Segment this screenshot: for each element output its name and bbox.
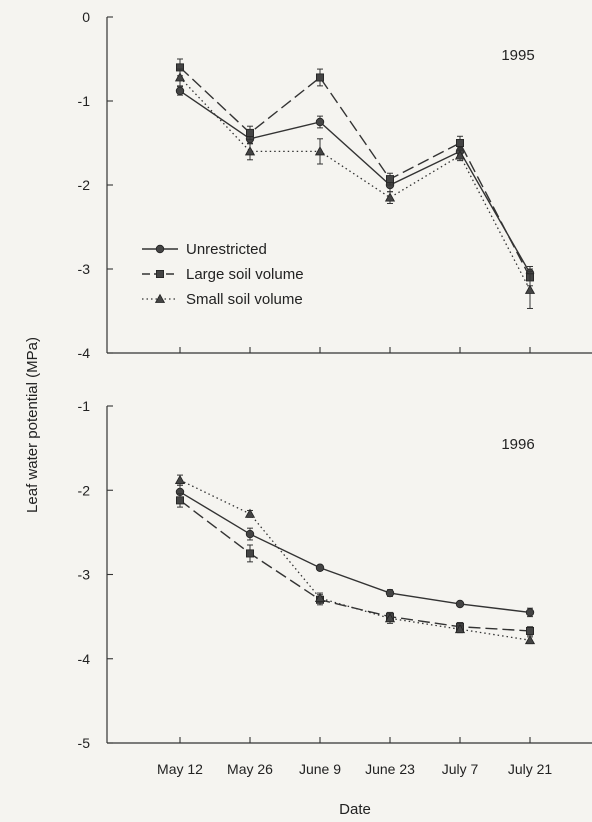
panel-1-y-tick-label: -3 bbox=[78, 261, 91, 277]
data-point bbox=[244, 508, 256, 518]
series-line bbox=[179, 90, 531, 274]
data-point bbox=[524, 284, 536, 294]
legend-label: Small soil volume bbox=[186, 291, 303, 308]
panel-2-y-tick-label: -3 bbox=[78, 567, 91, 583]
data-point bbox=[314, 592, 326, 603]
data-point bbox=[384, 613, 396, 623]
legend: Unrestricted Large soil volume Small soil … bbox=[142, 241, 304, 308]
data-point bbox=[315, 73, 324, 82]
x-tick-label: July 7 bbox=[442, 761, 479, 777]
panel-2-y-tick-label: -1 bbox=[78, 398, 91, 414]
data-point bbox=[174, 72, 186, 82]
data-point bbox=[245, 549, 254, 558]
data-point bbox=[455, 599, 465, 609]
data-point bbox=[315, 117, 325, 127]
legend-marker bbox=[154, 293, 166, 303]
data-point bbox=[455, 138, 464, 147]
data-point bbox=[525, 608, 535, 617]
data-point bbox=[526, 626, 535, 635]
data-point bbox=[385, 588, 395, 598]
data-point bbox=[314, 146, 326, 156]
panel-2-y-tick-label: -2 bbox=[78, 482, 91, 498]
legend-marker bbox=[155, 244, 165, 254]
panel-1-y-tick-label: 0 bbox=[82, 9, 90, 25]
series-line bbox=[179, 479, 531, 641]
panel-1-y-tick-label: -2 bbox=[78, 177, 91, 193]
legend-label: Large soil volume bbox=[186, 266, 304, 283]
panel-2-series-unrestricted bbox=[175, 484, 535, 618]
data-point bbox=[524, 634, 536, 645]
x-tick-label: June 23 bbox=[365, 761, 415, 777]
panel-1-y-tick-label: -1 bbox=[78, 93, 91, 109]
panel-1-y-tick-label: -4 bbox=[78, 345, 91, 361]
data-point bbox=[175, 86, 185, 96]
x-axis-title: Date bbox=[339, 801, 371, 818]
panel-1-year-label: 1995 bbox=[501, 47, 534, 64]
series-line bbox=[179, 499, 531, 632]
data-point bbox=[175, 496, 184, 505]
data-point bbox=[245, 128, 254, 137]
panel-2-year-label: 1996 bbox=[501, 436, 534, 453]
legend-entry-unrestricted: Unrestricted bbox=[142, 241, 267, 258]
legend-entry-small-soil-volume: Small soil volume bbox=[142, 291, 303, 308]
data-point bbox=[244, 146, 256, 156]
x-tick-label: May 26 bbox=[227, 761, 273, 777]
legend-entry-large-soil-volume: Large soil volume bbox=[142, 266, 304, 283]
data-point bbox=[454, 624, 466, 634]
data-point bbox=[245, 529, 255, 539]
panel-2-series-large-soil-volume bbox=[175, 493, 535, 636]
panel-2-y-tick-label: -4 bbox=[78, 651, 91, 667]
series-line bbox=[179, 491, 531, 614]
legend-label: Unrestricted bbox=[186, 241, 267, 258]
x-tick-label: May 12 bbox=[157, 761, 203, 777]
axes: 0 -1 -2 -3 -4 1995 -1 -2 -3 -4 -5 1996 May 12 May 26 J… bbox=[78, 9, 592, 777]
data-point bbox=[385, 175, 394, 184]
data-point bbox=[384, 192, 396, 202]
data-point bbox=[174, 474, 186, 485]
series-line bbox=[179, 77, 531, 291]
panel-1-series-small-soil-volume bbox=[174, 68, 536, 309]
panel-2-y-tick-label: -5 bbox=[78, 735, 91, 751]
series-layer bbox=[174, 58, 536, 645]
legend-marker bbox=[155, 269, 164, 278]
y-axis-title: Leaf water potential (MPa) bbox=[24, 337, 41, 513]
data-point bbox=[454, 150, 466, 160]
x-tick-label: June 9 bbox=[299, 761, 341, 777]
data-point bbox=[315, 563, 325, 572]
x-tick-label: July 21 bbox=[508, 761, 553, 777]
series-line bbox=[179, 66, 531, 278]
panel-2-series-small-soil-volume bbox=[174, 474, 536, 645]
